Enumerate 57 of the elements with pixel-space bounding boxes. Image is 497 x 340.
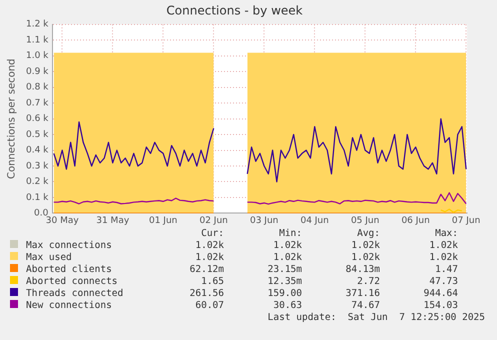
x-tick-label: 06 Jun (401, 216, 430, 226)
text: 261.56 (188, 288, 225, 300)
legend-label: Max used (25, 252, 73, 264)
y-tick-label: 0.8 k (26, 82, 50, 93)
x-tick-label: 31 May (96, 216, 130, 226)
x-tick-label: 02 Jun (199, 216, 228, 226)
text: 47.73 (428, 276, 459, 288)
y-tick-label: 0.7 k (26, 98, 50, 108)
text: 1.02k (350, 252, 381, 264)
text: 1.02k (194, 252, 225, 264)
legend-label: Aborted connects (25, 276, 119, 288)
text: Max: (434, 228, 459, 240)
x-tick-label: 04 Jun (300, 216, 329, 226)
y-tick-label: 0.6 k (26, 114, 50, 124)
y-tick-label: 0.9 k (26, 66, 50, 77)
text: 1.02k (194, 240, 225, 252)
x-tick-label: 07 Jun (452, 216, 480, 226)
y-axis-title: Connections per second (6, 58, 18, 180)
text: 1.65 (200, 276, 225, 288)
text: 1.02k (428, 252, 459, 264)
text: 159.00 (266, 288, 303, 300)
x-tick-label: 05 Jun (350, 216, 380, 226)
text: 62.12m (188, 264, 225, 276)
text: 1.02k (272, 252, 303, 264)
y-tick-label: 0.5 k (26, 130, 50, 140)
text: 1.02k (428, 240, 459, 252)
text: 60.07 (194, 300, 225, 312)
text: 371.16 (344, 288, 381, 300)
text: 1.47 (434, 264, 459, 276)
y-tick-label: 0.4 k (26, 146, 50, 156)
text: 2.72 (356, 276, 381, 288)
text: Cur: (200, 228, 225, 240)
legend-label: Threads connected (25, 288, 124, 300)
y-tick-label: 0.3 k (26, 161, 50, 172)
y-tick-label: 0.2 k (26, 177, 50, 188)
y-tick-label: 1.0 k (26, 51, 50, 62)
text: 154.03 (422, 300, 459, 312)
legend-label: Aborted clients (25, 264, 113, 276)
text: Avg: (356, 228, 381, 240)
text: 30.63 (272, 300, 303, 312)
x-tick-label: 01 Jun (148, 216, 178, 226)
text: 74.67 (350, 300, 381, 312)
legend-label: New connections (25, 300, 113, 312)
text: 12.35m (266, 276, 303, 288)
text: Min: (278, 228, 303, 240)
text: 84.13m (344, 264, 381, 276)
text: 1.02k (350, 240, 381, 252)
legend-label: Max connections (25, 240, 113, 252)
x-tick-label: 03 Jun (250, 216, 278, 226)
text: 1.02k (272, 240, 303, 252)
text: 23.15m (266, 264, 303, 276)
text: Last update: Sat Jun 7 12:25:00 2025 (266, 312, 485, 323)
y-tick-label: 0.1 k (26, 192, 50, 203)
text: 944.64 (422, 288, 459, 300)
chart-title: Connections - by week (166, 3, 303, 18)
y-tick-label: 1.2 k (26, 20, 50, 30)
y-tick-label: 1.1 k (26, 35, 50, 46)
